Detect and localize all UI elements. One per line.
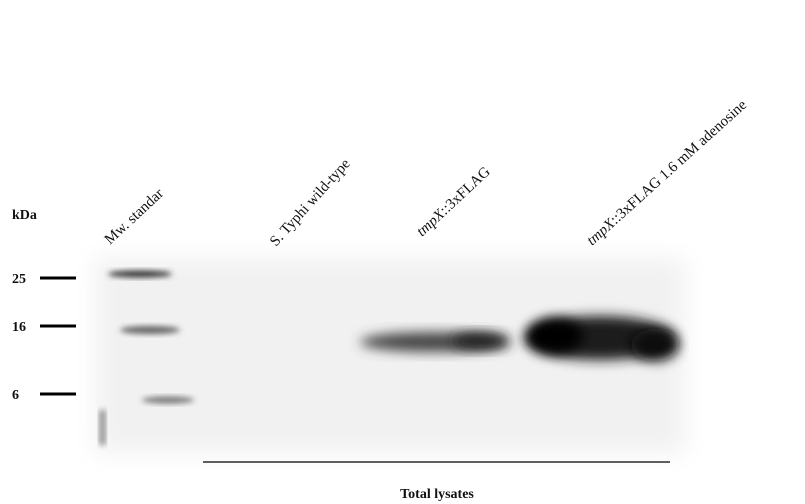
lane-label: S. Typhi wild-type	[267, 156, 354, 250]
marker-label: 6	[12, 388, 19, 403]
marker-label: 16	[12, 320, 26, 335]
lane-label: tmpX::3xFLAG 1.6 mM adenosine	[584, 97, 750, 249]
construct: ::3xFLAG	[437, 164, 494, 218]
lane-label: tmpX::3xFLAG	[414, 164, 494, 240]
construct: ::3xFLAG 1.6 mM adenosine	[608, 97, 751, 228]
group-label: Total lysates	[400, 487, 474, 502]
western-blot-figure: kDa 25 16 6 Mw. standar S. Typhi wild-ty…	[0, 0, 805, 504]
marker-label: 25	[12, 272, 26, 287]
unit-label: kDa	[12, 208, 37, 223]
lane-label: Mw. standar	[102, 186, 167, 248]
